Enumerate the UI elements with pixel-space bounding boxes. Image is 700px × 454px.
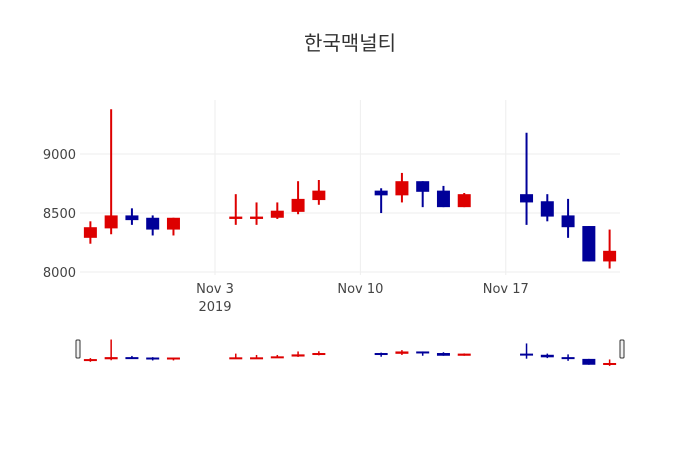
slider-candle-body	[229, 357, 243, 360]
rangeslider-left-handle[interactable]	[75, 339, 81, 359]
slider-candle-body	[374, 353, 388, 356]
candle-body	[561, 215, 575, 228]
candle-body	[104, 215, 118, 229]
slider-candle-body	[457, 353, 471, 356]
slider-candle-body	[270, 356, 284, 359]
x-tick-year-label: 2019	[198, 300, 231, 315]
slider-candle-body	[520, 353, 534, 356]
candle-body	[270, 210, 284, 218]
slider-candle-body	[582, 358, 596, 365]
candle-body	[540, 201, 554, 217]
candle-body	[250, 216, 264, 219]
slider-candle-body	[104, 357, 118, 360]
y-tick-label: 9000	[43, 148, 76, 163]
chart-title: 한국맥널티	[304, 31, 396, 55]
candle-body	[395, 181, 409, 196]
candle-body	[166, 217, 180, 230]
candle-body	[146, 217, 160, 230]
candle-body	[312, 190, 326, 201]
candle-body	[416, 181, 430, 192]
slider-candle-body	[312, 353, 326, 356]
candle-body	[374, 190, 388, 196]
y-tick-label: 8500	[43, 207, 76, 222]
candle-body	[582, 226, 596, 262]
x-tick-label: Nov 17	[483, 282, 529, 297]
candle-body	[520, 194, 534, 203]
slider-candle-body	[125, 357, 139, 360]
candle-body	[229, 216, 243, 219]
slider-candle-body	[83, 359, 97, 362]
x-tick-label: Nov 3	[196, 282, 234, 297]
candle-body	[125, 215, 139, 221]
candle-body	[603, 250, 617, 262]
rangeslider-right-handle[interactable]	[619, 339, 625, 359]
slider-candle-body	[146, 357, 160, 360]
candle-body	[83, 227, 97, 238]
slider-candle-body	[416, 351, 430, 354]
slider-candle-body	[291, 354, 305, 357]
slider-candle-body	[436, 353, 450, 356]
y-tick-label: 8000	[43, 266, 76, 281]
slider-candle-body	[603, 362, 617, 365]
slider-candle-body	[395, 351, 409, 354]
candle-body	[436, 190, 450, 208]
slider-candle-body	[250, 357, 264, 360]
candle-body	[291, 198, 305, 212]
candle-body	[457, 194, 471, 208]
slider-candle-body	[166, 357, 180, 360]
slider-candle-body	[561, 357, 575, 360]
x-tick-label: Nov 10	[337, 282, 383, 297]
slider-candle-body	[540, 354, 554, 358]
